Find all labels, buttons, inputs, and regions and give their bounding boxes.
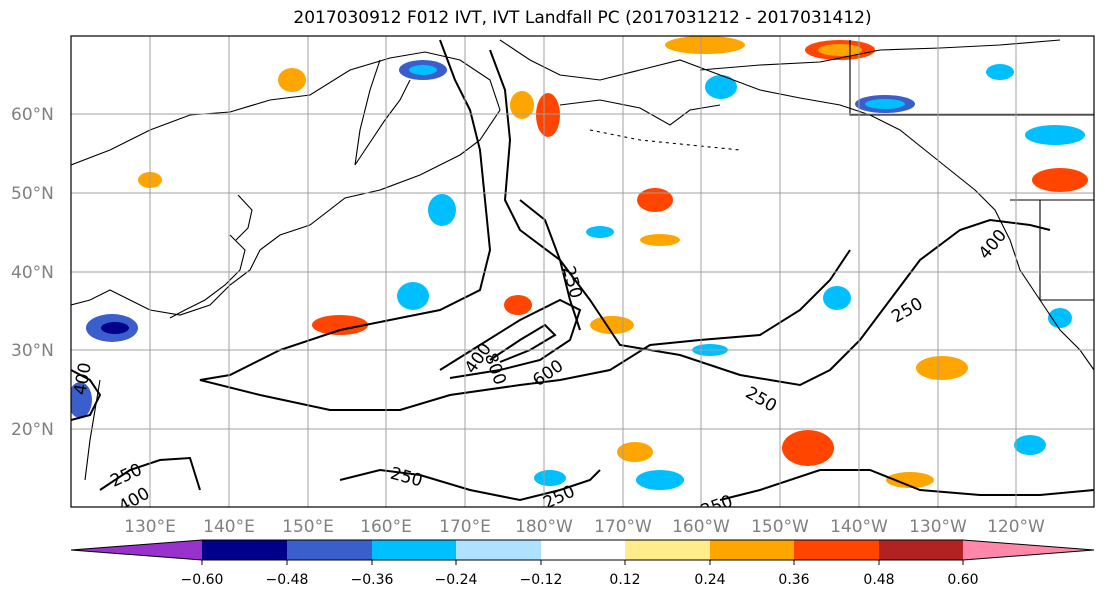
lat-label-40n: 40°N [11, 263, 54, 283]
colorbar: −0.60 −0.48 −0.36 −0.24 −0.12 0.12 0.24 … [70, 539, 1095, 588]
coastlines [71, 39, 1094, 481]
lon-label: 140°W [830, 517, 888, 537]
colorbar-tick-label: −0.60 [181, 572, 224, 588]
colorbar-segment [710, 540, 794, 560]
lon-label: 170°E [439, 517, 491, 537]
lon-label: 150°W [751, 517, 809, 537]
lon-label: 130°W [909, 517, 967, 537]
colorbar-extend-low [71, 540, 202, 560]
lon-label: 170°W [594, 517, 652, 537]
lon-label: 150°E [282, 517, 334, 537]
colorbar-segment [541, 540, 625, 560]
lat-label-60n: 60°N [11, 105, 54, 125]
colorbar-extend-high [963, 540, 1094, 560]
graticule [71, 36, 1094, 507]
colorbar-segment [202, 540, 287, 560]
colorbar-segment [372, 540, 456, 560]
colorbar-segment [879, 540, 963, 560]
ivt-contours [71, 39, 1094, 502]
longitude-labels: 130°E 140°E 150°E 160°E 170°E 180°W 170°… [124, 517, 1045, 537]
lon-label: 180°W [515, 517, 573, 537]
latitude-labels: 60°N 50°N 40°N 30°N 20°N [11, 105, 54, 440]
colorbar-tick-label: −0.48 [266, 572, 309, 588]
colorbar-tick-label: −0.24 [435, 572, 478, 588]
lon-label: 130°E [124, 517, 176, 537]
lon-label: 120°W [987, 517, 1045, 537]
lon-label: 160°W [672, 517, 730, 537]
lon-label: 160°E [360, 517, 412, 537]
colorbar-tick-label: −0.12 [520, 572, 563, 588]
colorbar-tick-label: 0.48 [863, 572, 894, 588]
colorbar-segment [456, 540, 541, 560]
colorbar-tick-label: −0.36 [351, 572, 394, 588]
map-title: 2017030912 F012 IVT, IVT Landfall PC (20… [293, 8, 872, 28]
colorbar-tick-label: 0.36 [778, 572, 809, 588]
colorbar-segment [794, 540, 879, 560]
colorbar-tick-label: 0.60 [947, 572, 978, 588]
colorbar-segment [287, 540, 372, 560]
colorbar-tick-label: 0.24 [694, 572, 725, 588]
lat-label-50n: 50°N [11, 184, 54, 204]
lat-label-30n: 30°N [11, 341, 54, 361]
lat-label-20n: 20°N [11, 420, 54, 440]
colorbar-tick-label: 0.12 [609, 572, 640, 588]
map-frame [70, 35, 1095, 508]
colorbar-segment [625, 540, 710, 560]
lon-label: 140°E [203, 517, 255, 537]
